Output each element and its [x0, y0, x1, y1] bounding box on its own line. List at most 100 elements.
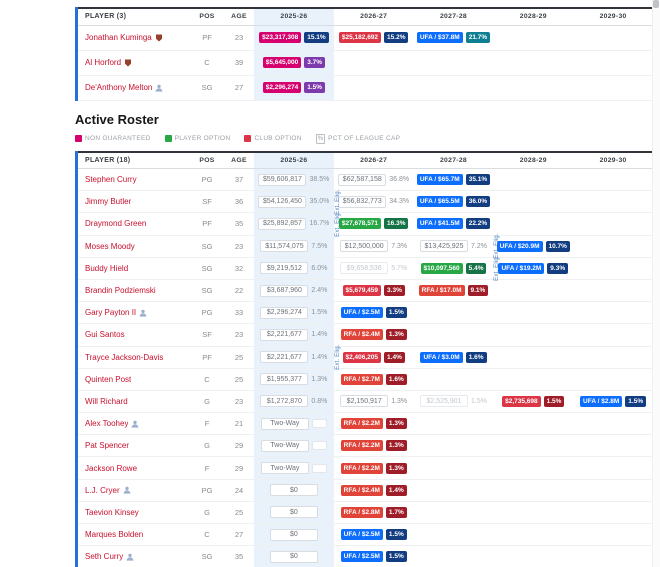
year-cell: UFA / $2.5M 1.5% [334, 524, 414, 546]
salary-badge: UFA / $65.7M [416, 174, 463, 186]
column-header-age: AGE [231, 13, 247, 21]
player-cell: Gui Santos [78, 324, 190, 346]
salary-value-box: $0 [269, 506, 318, 519]
player-link[interactable]: Jackson Rowe [85, 463, 138, 473]
scrollbar-thumb[interactable] [653, 0, 659, 8]
player-cell: Alex Toohey [78, 413, 190, 435]
player-link[interactable]: De'Anthony Melton [85, 83, 153, 92]
year-cell: RFA / $2.4M 1.3% [334, 324, 414, 346]
year-cell [573, 50, 653, 75]
pct-of-cap-badge: 1.5% [385, 307, 407, 319]
year-cell: $9,219,512 6.0% [254, 257, 334, 280]
pct-of-cap-badge: 1.5% [625, 395, 647, 407]
player-link[interactable]: Buddy Hield [85, 263, 129, 273]
pct-of-cap-badge: 1.4% [384, 351, 405, 363]
pos-cell: SG [201, 286, 213, 296]
salary-badge: UFA / $20.9M [496, 240, 543, 252]
salary-badge: UFA / $3.0M [420, 351, 463, 363]
year-cell-content: $0 [254, 506, 334, 519]
salary-value-box: $2,221,677 [260, 351, 309, 364]
year-cell [414, 524, 494, 546]
player-link[interactable]: Al Horford [85, 58, 122, 67]
year-cell-content: $2,296,274 1.5% [254, 82, 334, 93]
player-cell: Trayce Jackson-Davis [78, 346, 190, 368]
pos-cell: C [204, 530, 210, 540]
player-row: Gui Santos SF 23 $2,221,677 1.4% RFA / $2.4M 1… [78, 323, 653, 346]
year-cell-content: UFA / $2.5M 1.5% [334, 307, 414, 319]
pos-cell: PG [201, 175, 213, 185]
player-link[interactable]: Draymond Green [85, 219, 147, 229]
salary-badge: $2,406,205 [342, 351, 382, 363]
legend-label: PCT OF LEAGUE CAP [328, 135, 401, 142]
year-cell: UFA / $2.8M 1.5% [573, 390, 653, 412]
player-name-wrap: Will Richard [85, 397, 190, 406]
pct-of-cap-text: 1.4% [311, 331, 328, 339]
player-link[interactable]: Seth Curry [85, 552, 124, 562]
year-cell-content: $10,097,560 5.4% [414, 262, 494, 274]
table-header-row: PLAYER (3) POS AGE 2025-26 2026-27 2027-28 202… [78, 8, 653, 25]
year-cell-content: $2,296,274 1.5% [254, 306, 334, 319]
pending-players-table: PLAYER (3) POS AGE 2025-26 2026-27 2027-28 202… [78, 7, 653, 101]
salary-value-box: $13,425,925 [420, 240, 468, 253]
ext-elig-marker: Ext. Elig. [334, 344, 341, 370]
pct-of-cap-text: 1.3% [311, 375, 328, 383]
scrollbar-track[interactable] [652, 0, 660, 567]
player-link[interactable]: Trayce Jackson-Davis [85, 352, 164, 362]
pct-of-cap-badge: 35.1% [465, 174, 491, 186]
salary-badge: $10,097,560 [420, 262, 463, 274]
player-cell: Jonathan Kuminga [78, 25, 190, 50]
active-roster-table: PLAYER (18) POS AGE 2025-26 2026-27 2027-28 20… [78, 151, 653, 567]
player-link[interactable]: L.J. Cryer [85, 485, 120, 495]
player-link[interactable]: Stephen Curry [85, 175, 137, 185]
player-link[interactable]: Will Richard [85, 396, 128, 406]
player-link[interactable]: Taevion Kinsey [85, 507, 139, 517]
year-cell-content: UFA / $41.5M 22.2% [414, 218, 494, 230]
age-cell: 25 [234, 507, 244, 517]
player-link[interactable]: Pat Spencer [85, 441, 130, 451]
player-name-wrap: Brandin Podziemski [85, 286, 190, 295]
salary-value-box: $1,955,377 [260, 373, 309, 386]
pos-cell: F [204, 463, 210, 473]
year-cell: $0 [254, 523, 334, 546]
salary-badge: $25,182,692 [338, 32, 382, 43]
salary-badge: RFA / $2.2M [340, 418, 383, 430]
year-cell-content: $9,658,536 5.7% [334, 262, 414, 275]
pos-cell: SG [201, 83, 213, 92]
player-link[interactable]: Alex Toohey [85, 419, 129, 429]
player-row: Brandin Podziemski SG 22 $3,687,960 2.4% $5,6… [78, 279, 653, 302]
pos-cell: PF [202, 33, 212, 42]
year-cell-content: Two-Way [254, 462, 334, 475]
player-link[interactable]: Marques Bolden [85, 530, 144, 540]
pos-cell: PG [201, 308, 213, 318]
player-cell: Pat Spencer [78, 435, 190, 457]
player-link[interactable]: Jimmy Butler [85, 197, 132, 207]
ext-elig-marker: Ext. Elig. [334, 211, 341, 237]
player-link[interactable]: Gary Payton II [85, 308, 137, 318]
pct-of-cap-text: 7.5% [311, 242, 328, 250]
year-cell-content: Two-Way [254, 417, 334, 430]
pct-of-cap-text: 6.0% [311, 264, 328, 272]
year-cell: RFA / $2.7M 1.6% [334, 368, 414, 390]
year-cell: Ext. Elig. UFA / $20.9M 10.7% [493, 233, 573, 259]
player-name-wrap: Seth Curry [85, 552, 190, 561]
year-cell-content: RFA / $17.0M 9.1% [414, 285, 494, 297]
pct-of-cap-badge: 1.6% [465, 351, 487, 363]
year-cell: Ext. Elig. $27,678,571 16.3% [334, 211, 414, 237]
year-cell-content: UFA / $2.8M 1.5% [573, 395, 653, 407]
year-cell [573, 213, 653, 235]
player-link[interactable]: Jonathan Kuminga [85, 33, 152, 42]
player-link[interactable]: Brandin Podziemski [85, 286, 156, 296]
player-row: Moses Moody SG 23 $11,574,075 7.5% $12,500,00… [78, 233, 653, 259]
year-cell [573, 191, 653, 213]
pos-cell: SG [201, 552, 213, 562]
salary-value-box: $12,500,000 [340, 240, 389, 253]
year-cell [573, 368, 653, 390]
player-link[interactable]: Gui Santos [85, 330, 125, 340]
content-area: PLAYER (3) POS AGE 2025-26 2026-27 2027-28 202… [75, 7, 653, 567]
salary-badge: UFA / $65.5M [416, 196, 463, 208]
player-link[interactable]: Quinten Post [85, 374, 132, 384]
player-link[interactable]: Moses Moody [85, 241, 135, 251]
year-cell: $0 [254, 501, 334, 524]
year-cell-content: UFA / $2.5M 1.5% [334, 529, 414, 541]
